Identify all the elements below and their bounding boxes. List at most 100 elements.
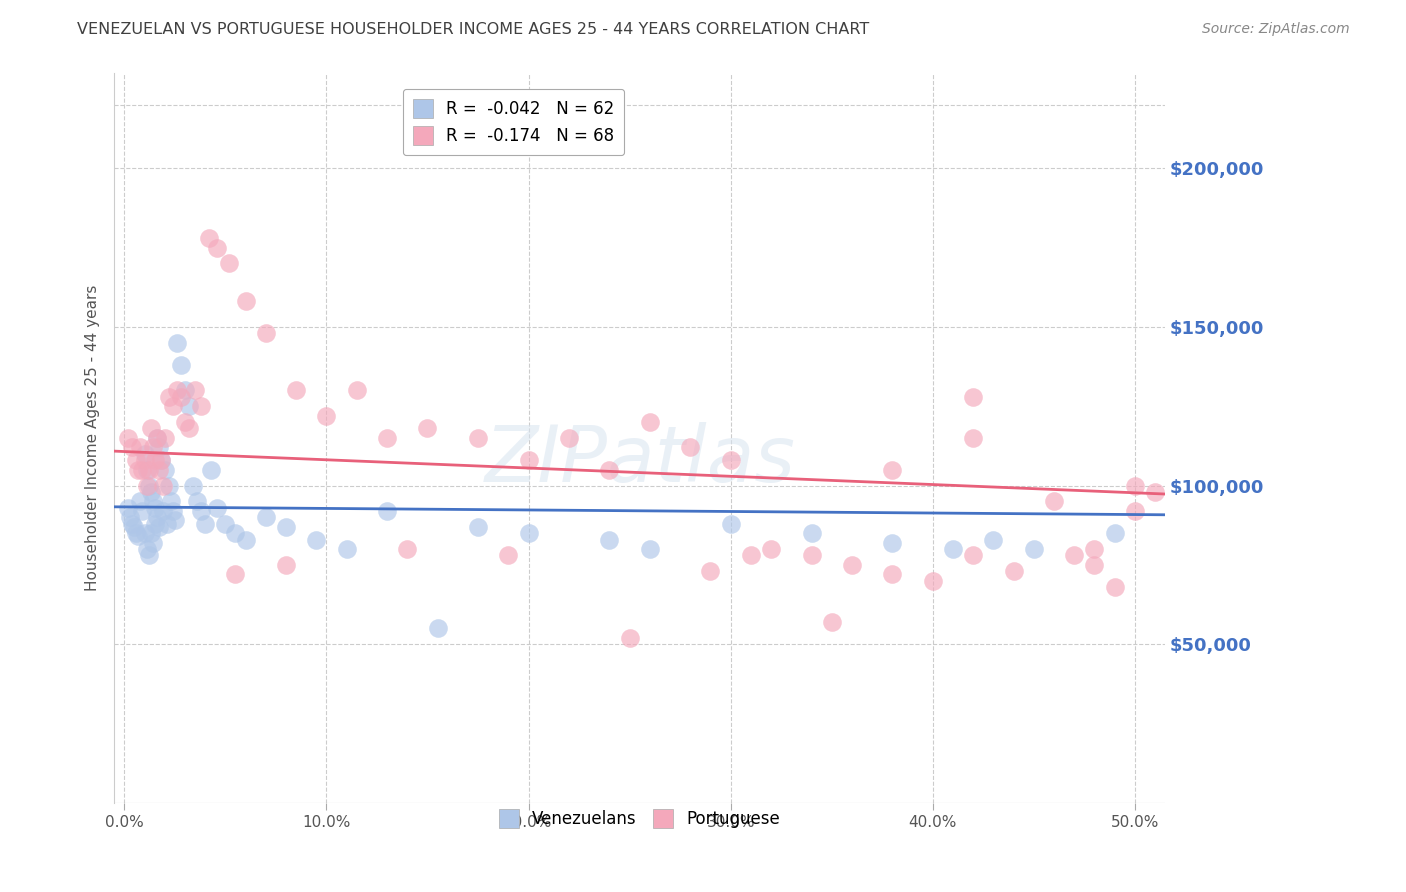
Point <box>517 453 540 467</box>
Point <box>1083 558 1105 572</box>
Point <box>274 520 297 534</box>
Point <box>218 256 240 270</box>
Point <box>1083 542 1105 557</box>
Point <box>598 463 620 477</box>
Point <box>396 542 419 557</box>
Point <box>138 463 160 477</box>
Point <box>149 453 172 467</box>
Point <box>346 384 368 398</box>
Point <box>1002 564 1025 578</box>
Point <box>135 463 157 477</box>
Point <box>186 494 208 508</box>
Point <box>882 567 904 582</box>
Point <box>305 533 328 547</box>
Point <box>1104 526 1126 541</box>
Point <box>124 520 146 534</box>
Point <box>841 558 863 572</box>
Point <box>962 549 984 563</box>
Point <box>134 447 156 461</box>
Point <box>127 529 149 543</box>
Point <box>214 516 236 531</box>
Point <box>170 390 193 404</box>
Point <box>152 504 174 518</box>
Point <box>148 441 170 455</box>
Point <box>129 494 152 508</box>
Point <box>285 384 308 398</box>
Point <box>962 431 984 445</box>
Point <box>134 526 156 541</box>
Point <box>131 463 153 477</box>
Point <box>517 526 540 541</box>
Point <box>1123 478 1146 492</box>
Point <box>177 399 200 413</box>
Point <box>177 421 200 435</box>
Point <box>166 335 188 350</box>
Point <box>131 504 153 518</box>
Point <box>117 500 139 515</box>
Point <box>139 484 162 499</box>
Point <box>142 494 165 508</box>
Point <box>1123 504 1146 518</box>
Point <box>375 504 398 518</box>
Point <box>274 558 297 572</box>
Point <box>638 542 661 557</box>
Point <box>224 567 246 582</box>
Point <box>375 431 398 445</box>
Point <box>800 549 823 563</box>
Point <box>170 358 193 372</box>
Point <box>619 631 641 645</box>
Text: Source: ZipAtlas.com: Source: ZipAtlas.com <box>1202 22 1350 37</box>
Point <box>181 478 204 492</box>
Point <box>235 294 257 309</box>
Point <box>759 542 782 557</box>
Point <box>962 390 984 404</box>
Point <box>139 526 162 541</box>
Point <box>983 533 1005 547</box>
Point <box>145 510 167 524</box>
Point <box>426 621 449 635</box>
Point <box>125 526 148 541</box>
Text: ZIPatlas: ZIPatlas <box>484 422 796 498</box>
Point <box>129 441 152 455</box>
Point <box>163 514 186 528</box>
Text: VENEZUELAN VS PORTUGUESE HOUSEHOLDER INCOME AGES 25 - 44 YEARS CORRELATION CHART: VENEZUELAN VS PORTUGUESE HOUSEHOLDER INC… <box>77 22 869 37</box>
Point <box>190 399 212 413</box>
Point <box>720 453 742 467</box>
Point <box>800 526 823 541</box>
Point <box>882 463 904 477</box>
Point <box>156 516 179 531</box>
Point <box>145 431 167 445</box>
Point <box>174 415 197 429</box>
Point <box>821 615 844 629</box>
Point <box>558 431 581 445</box>
Point <box>498 549 520 563</box>
Y-axis label: Householder Income Ages 25 - 44 years: Householder Income Ages 25 - 44 years <box>86 285 100 591</box>
Point <box>162 504 184 518</box>
Point <box>143 453 166 467</box>
Point <box>125 453 148 467</box>
Point <box>138 549 160 563</box>
Point <box>157 390 180 404</box>
Point <box>142 441 165 455</box>
Point <box>740 549 762 563</box>
Point <box>190 504 212 518</box>
Point <box>153 463 176 477</box>
Point <box>153 431 176 445</box>
Point <box>254 326 277 341</box>
Point <box>416 421 439 435</box>
Legend: Venezuelans, Portuguese: Venezuelans, Portuguese <box>492 802 787 835</box>
Point <box>198 231 221 245</box>
Point <box>942 542 965 557</box>
Point <box>157 478 180 492</box>
Point <box>235 533 257 547</box>
Point <box>638 415 661 429</box>
Point <box>336 542 359 557</box>
Point <box>1022 542 1045 557</box>
Point <box>921 574 943 588</box>
Point <box>135 478 157 492</box>
Point <box>143 500 166 515</box>
Point <box>224 526 246 541</box>
Point <box>200 463 222 477</box>
Point <box>207 500 229 515</box>
Point <box>467 431 489 445</box>
